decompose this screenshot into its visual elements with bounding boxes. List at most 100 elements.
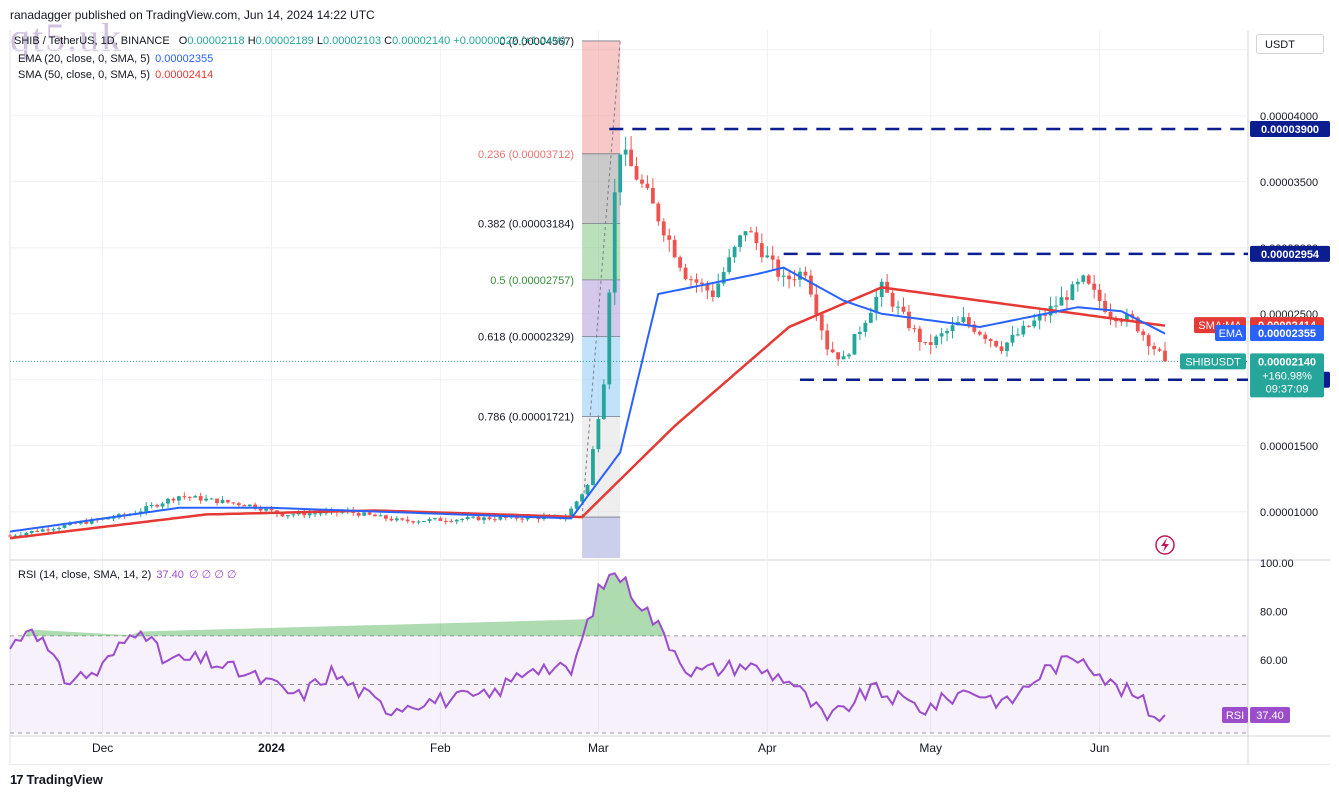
candle-body xyxy=(520,518,525,520)
candle-body xyxy=(683,267,688,280)
candle-body xyxy=(945,331,949,334)
change-value: +0.00000022 (+1.04%) xyxy=(453,35,566,47)
ema-20-line xyxy=(9,266,1166,533)
rsi-tick-label: 100.00 xyxy=(1260,558,1294,570)
ema-legend-label: EMA (20, close, 0, SMA, 5) xyxy=(18,53,151,65)
candle-body xyxy=(678,257,683,268)
candle-body xyxy=(378,515,383,517)
candle-body xyxy=(40,529,45,532)
candle-body xyxy=(433,518,437,520)
candle-body xyxy=(1119,321,1124,323)
candle-body xyxy=(487,517,492,520)
symbol-name: SHIB / TetherUS, 1D, BINANCE xyxy=(14,35,170,47)
tradingview-logo-text: TradingView xyxy=(26,772,103,787)
candle-body xyxy=(629,149,633,167)
candle-body xyxy=(999,346,1004,352)
indicator-tag xyxy=(1180,353,1246,370)
symbol-legend[interactable]: SHIB / TetherUS, 1D, BINANCE O0.00002118… xyxy=(14,35,566,47)
candle-body xyxy=(754,232,759,244)
candle-body xyxy=(307,513,312,516)
candle-body xyxy=(716,283,721,297)
candle-body xyxy=(705,283,710,291)
candle-body xyxy=(591,449,595,486)
candle-body xyxy=(242,505,247,507)
candle-body xyxy=(482,517,486,521)
candle-body xyxy=(465,517,470,520)
candle-body xyxy=(950,325,955,332)
time-tick-label: 2024 xyxy=(258,741,285,755)
candle-body xyxy=(694,279,699,283)
candle-body xyxy=(672,239,677,258)
candle-body xyxy=(907,311,911,329)
price-chart[interactable]: 0.000010000.000015000.000020000.00002500… xyxy=(0,0,1339,765)
candle-body xyxy=(106,518,110,520)
indicator-price-badge xyxy=(1250,353,1324,398)
candle-body xyxy=(966,317,971,325)
candle-body xyxy=(656,203,661,222)
candle-body xyxy=(650,187,655,204)
rsi-legend-label: RSI (14, close, SMA, 14, 2) xyxy=(18,569,152,581)
sma-legend[interactable]: SMA (50, close, 0, SMA, 5) 0.00002414 xyxy=(18,69,213,81)
candle-body xyxy=(291,514,296,516)
candle-body xyxy=(1005,342,1009,352)
price-tick-label: 0.00003500 xyxy=(1260,177,1318,189)
candle-body xyxy=(492,519,497,521)
candle-body xyxy=(819,314,824,331)
candle-body xyxy=(62,525,67,528)
candle-body xyxy=(1070,284,1075,300)
close-value: 0.00002140 xyxy=(392,35,451,47)
candle-body xyxy=(78,521,83,524)
candle-body xyxy=(1065,297,1069,300)
candle-body xyxy=(144,506,149,512)
candle-body xyxy=(182,496,187,498)
rsi-value-badge xyxy=(1250,707,1290,724)
currency-selector[interactable]: USDT xyxy=(1256,34,1324,54)
candle-body xyxy=(46,529,51,531)
candle-body xyxy=(749,231,753,233)
rsi-legend-value: 37.40 xyxy=(156,569,184,581)
fib-level-label: 0.382 (0.00003184) xyxy=(478,219,574,231)
candle-body xyxy=(857,331,862,334)
price-tick-label: 0.00004000 xyxy=(1260,111,1318,123)
candle-body xyxy=(977,331,982,335)
candle-body xyxy=(781,275,786,277)
candle-body xyxy=(1092,283,1097,290)
candle-body xyxy=(1015,334,1020,336)
candle-body xyxy=(803,271,808,276)
tradingview-logo[interactable]: 17 TradingView xyxy=(10,772,103,787)
low-label: L xyxy=(316,35,323,47)
candle-body xyxy=(285,515,290,517)
sma-legend-label: SMA (50, close, 0, SMA, 5) xyxy=(18,69,151,81)
candle-body xyxy=(792,279,797,281)
rsi-legend[interactable]: RSI (14, close, SMA, 14, 2) 37.40 ∅ ∅ ∅ … xyxy=(18,568,236,581)
candle-body xyxy=(460,519,465,521)
candle-body xyxy=(313,513,318,515)
candle-body xyxy=(57,527,61,530)
candle-body xyxy=(35,530,40,532)
candle-body xyxy=(721,272,726,284)
candle-body xyxy=(149,505,154,507)
rsi-tick-label: 60.00 xyxy=(1260,655,1288,667)
candle-body xyxy=(1103,300,1107,312)
candle-body xyxy=(51,529,56,531)
candle-body xyxy=(939,333,944,337)
candle-body xyxy=(574,501,579,509)
candle-body xyxy=(732,246,737,258)
candle-body xyxy=(400,518,405,520)
ema-legend[interactable]: EMA (20, close, 0, SMA, 5) 0.00002355 xyxy=(18,53,213,65)
candle-body xyxy=(1124,314,1129,322)
level-price-badge xyxy=(1250,245,1330,262)
fib-level-label: 0 (0.00004567) xyxy=(499,36,574,48)
candle-body xyxy=(830,349,835,353)
time-tick-label: May xyxy=(919,741,942,755)
fib-trend-line xyxy=(581,40,621,518)
candle-body xyxy=(1135,317,1140,332)
candle-body xyxy=(994,340,999,347)
candle-body xyxy=(264,508,268,511)
candle-body xyxy=(13,535,18,537)
candle-body xyxy=(171,498,176,501)
indicator-price-value: 0.00002355 xyxy=(1258,328,1316,340)
candle-body xyxy=(193,496,198,498)
candle-body xyxy=(449,521,454,523)
candle-body xyxy=(912,328,917,330)
